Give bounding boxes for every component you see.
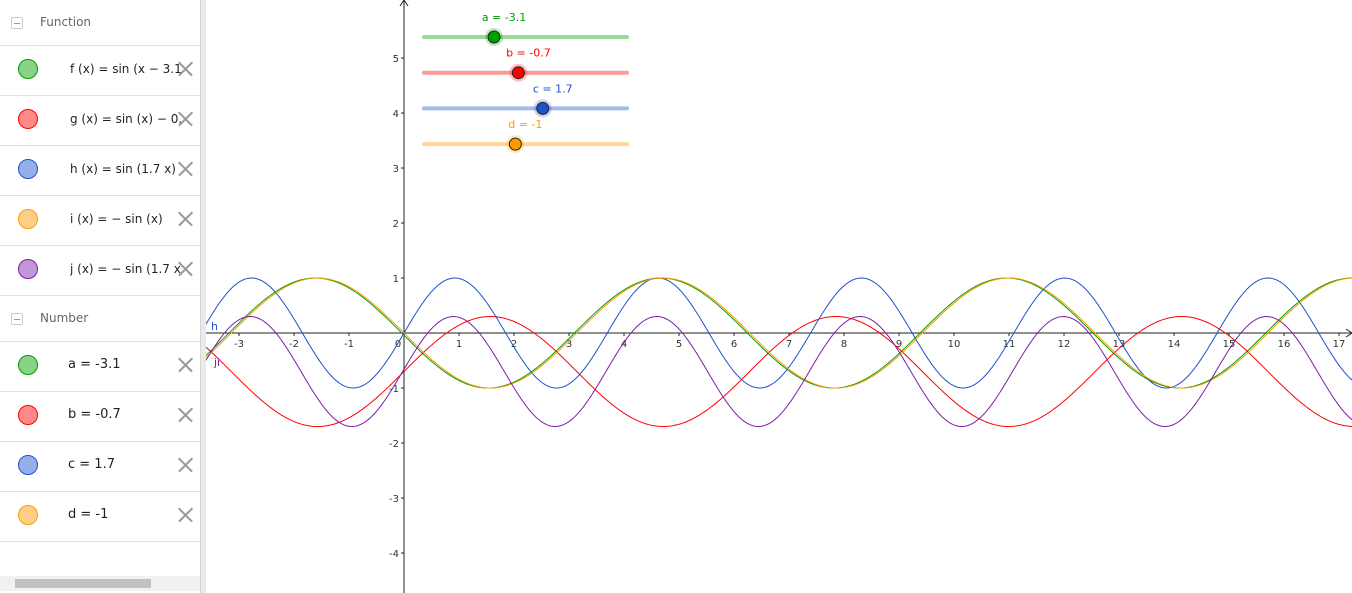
y-tick-label: 2 bbox=[393, 219, 399, 230]
delete-button[interactable] bbox=[176, 260, 194, 278]
y-tick-label: -4 bbox=[389, 549, 399, 560]
function-curve[interactable] bbox=[206, 316, 1352, 428]
algebra-text[interactable]: c = 1.7 bbox=[68, 457, 115, 472]
x-tick-label: 1 bbox=[456, 339, 462, 350]
visibility-toggle[interactable] bbox=[18, 159, 38, 179]
scroll-thumb[interactable] bbox=[15, 579, 151, 588]
x-tick-label: 6 bbox=[731, 339, 737, 350]
slider-knob[interactable] bbox=[511, 66, 525, 80]
delete-button[interactable] bbox=[176, 160, 194, 178]
slider-label: a = -3.1 bbox=[482, 11, 526, 24]
algebra-row: a = -3.1 bbox=[0, 342, 200, 392]
x-tick-label: 10 bbox=[948, 339, 961, 350]
visibility-toggle[interactable] bbox=[18, 259, 38, 279]
group-header: Number bbox=[0, 296, 200, 342]
delete-button[interactable] bbox=[176, 60, 194, 78]
slider-label: b = -0.7 bbox=[506, 47, 551, 60]
slider-label: d = -1 bbox=[508, 118, 542, 131]
algebra-row: j (x) = − sin (1.7 x − 3.1) − 0.7 bbox=[0, 246, 200, 296]
algebra-text[interactable]: h (x) = sin (1.7 x) bbox=[70, 162, 176, 176]
y-tick-label: 4 bbox=[393, 109, 399, 120]
delete-button[interactable] bbox=[176, 210, 194, 228]
x-tick-label: 9 bbox=[896, 339, 902, 350]
y-tick-label: -2 bbox=[389, 439, 399, 450]
algebra-text[interactable]: a = -3.1 bbox=[68, 357, 121, 372]
algebra-row: f (x) = sin (x − 3.1) bbox=[0, 46, 200, 96]
algebra-text[interactable]: f (x) = sin (x − 3.1) bbox=[70, 62, 182, 76]
x-tick-label: 15 bbox=[1223, 339, 1236, 350]
x-tick-label: 3 bbox=[566, 339, 572, 350]
delete-button[interactable] bbox=[176, 110, 194, 128]
slider-knob[interactable] bbox=[536, 101, 550, 115]
curve-label[interactable]: i bbox=[217, 356, 220, 369]
curve-label[interactable]: h bbox=[211, 320, 218, 333]
x-tick-label: 2 bbox=[511, 339, 517, 350]
x-tick-label: 4 bbox=[621, 339, 627, 350]
visibility-toggle[interactable] bbox=[18, 455, 38, 475]
x-tick-label: 14 bbox=[1168, 339, 1181, 350]
graphics-view: -3 -2 -1 0 1 2 3 4 5 6 7 8 9 10 11 12 13 14 15 16 17-4-3-2-1… bbox=[206, 0, 1352, 593]
slider-label: c = 1.7 bbox=[533, 82, 573, 95]
function-curve[interactable] bbox=[206, 277, 1352, 389]
divider[interactable] bbox=[200, 0, 206, 593]
delete-button[interactable] bbox=[176, 456, 194, 474]
x-tick-label: -3 bbox=[234, 339, 244, 350]
visibility-toggle[interactable] bbox=[18, 505, 38, 525]
group-title: Function bbox=[40, 15, 92, 29]
x-tick-label: 16 bbox=[1278, 339, 1291, 350]
algebra-row: h (x) = sin (1.7 x) bbox=[0, 146, 200, 196]
visibility-toggle[interactable] bbox=[18, 209, 38, 229]
axis-arrow bbox=[1345, 328, 1352, 338]
algebra-view: Function f (x) = sin (x − 3.1) g (x) = sin… bbox=[0, 0, 200, 593]
visibility-toggle[interactable] bbox=[18, 59, 38, 79]
group-header: Function bbox=[0, 0, 200, 46]
x-tick-label: -1 bbox=[344, 339, 354, 350]
x-tick-label: 5 bbox=[676, 339, 682, 350]
slider-knob[interactable] bbox=[487, 30, 501, 44]
algebra-row: g (x) = sin (x) − 0.7 bbox=[0, 96, 200, 146]
algebra-text[interactable]: b = -0.7 bbox=[68, 407, 121, 422]
algebra-text[interactable]: d = -1 bbox=[68, 507, 109, 522]
visibility-toggle[interactable] bbox=[18, 405, 38, 425]
curve-label[interactable]: j bbox=[213, 356, 217, 369]
x-tick-label: 12 bbox=[1058, 339, 1071, 350]
x-tick-label: 7 bbox=[786, 339, 792, 350]
x-tick-label: 17 bbox=[1333, 339, 1346, 350]
x-tick-label: 0 bbox=[395, 339, 401, 350]
algebra-row: d = -1 bbox=[0, 492, 200, 542]
x-tick-label: 11 bbox=[1003, 339, 1016, 350]
x-tick-label: -2 bbox=[289, 339, 299, 350]
y-tick-label: 5 bbox=[393, 54, 399, 65]
x-tick-label: 13 bbox=[1113, 339, 1126, 350]
slider-knob[interactable] bbox=[508, 137, 522, 151]
collapse-toggle[interactable] bbox=[11, 313, 23, 325]
axis-arrow bbox=[399, 0, 409, 7]
algebra-text[interactable]: g (x) = sin (x) − 0.7 bbox=[70, 112, 182, 126]
function-curve[interactable] bbox=[206, 277, 1352, 389]
y-tick-label: -1 bbox=[389, 384, 399, 395]
visibility-toggle[interactable] bbox=[18, 109, 38, 129]
algebra-row: i (x) = − sin (x) bbox=[0, 196, 200, 246]
y-tick-label: -3 bbox=[389, 494, 399, 505]
visibility-toggle[interactable] bbox=[18, 355, 38, 375]
y-tick-label: 3 bbox=[393, 164, 399, 175]
delete-button[interactable] bbox=[176, 506, 194, 524]
group-title: Number bbox=[40, 311, 89, 325]
x-tick-label: 8 bbox=[841, 339, 847, 350]
y-tick-label: 1 bbox=[393, 274, 399, 285]
function-curve[interactable] bbox=[206, 277, 1352, 389]
delete-button[interactable] bbox=[176, 356, 194, 374]
collapse-toggle[interactable] bbox=[11, 17, 23, 29]
algebra-text[interactable]: j (x) = − sin (1.7 x − 3.1) − 0.7 bbox=[70, 262, 182, 276]
algebra-row: b = -0.7 bbox=[0, 392, 200, 442]
scrollbar[interactable] bbox=[0, 576, 200, 591]
algebra-row: c = 1.7 bbox=[0, 442, 200, 492]
delete-button[interactable] bbox=[176, 406, 194, 424]
algebra-text[interactable]: i (x) = − sin (x) bbox=[70, 212, 163, 226]
function-curve[interactable] bbox=[206, 316, 1352, 428]
